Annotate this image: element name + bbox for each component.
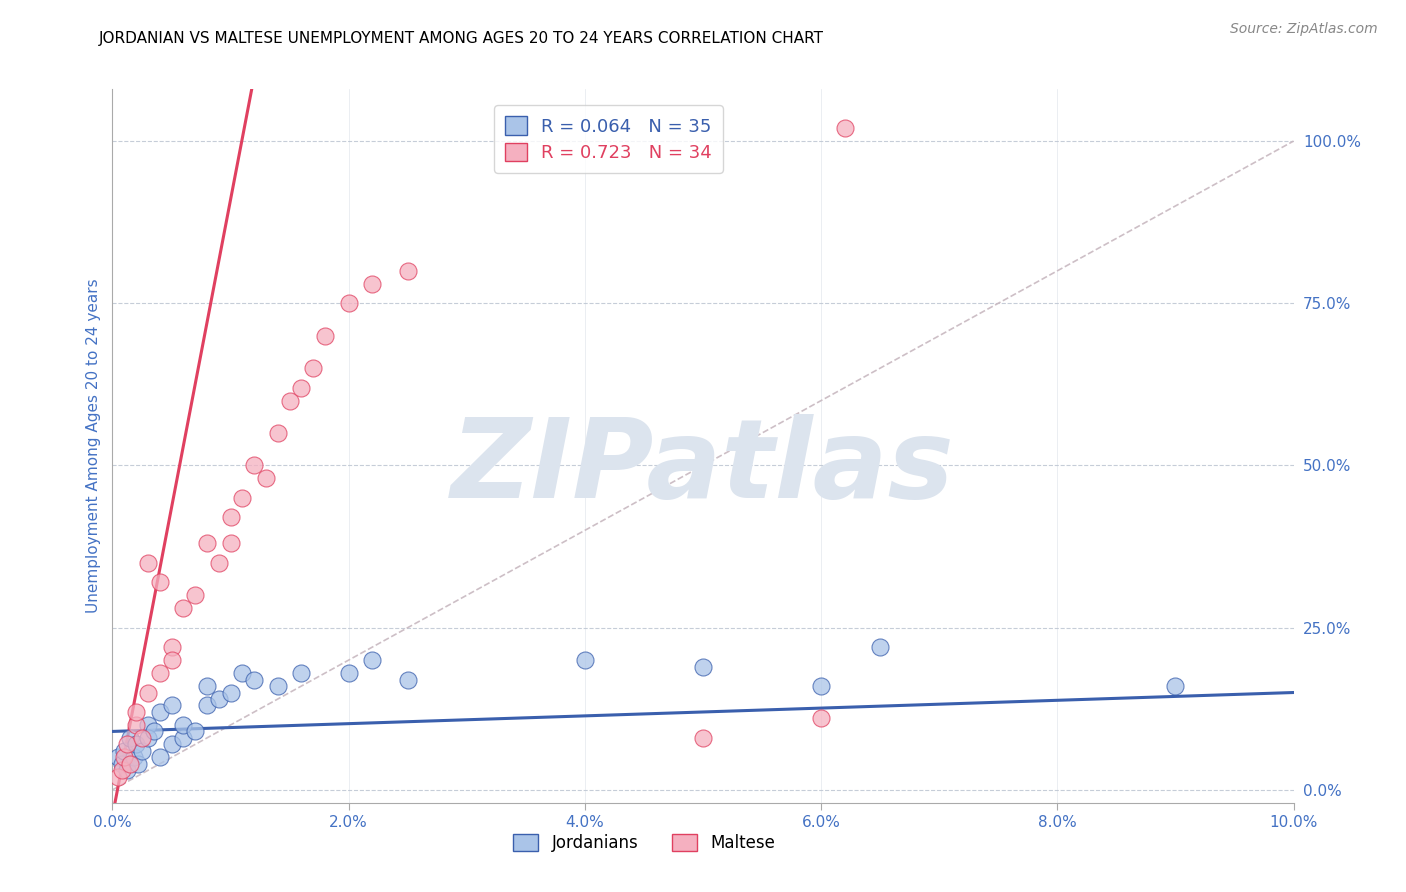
Point	[243, 458, 266, 473]
Text: Source: ZipAtlas.com: Source: ZipAtlas.com	[1230, 22, 1378, 37]
Point	[160, 640, 183, 654]
Point	[243, 673, 266, 687]
Point	[231, 491, 253, 505]
Point	[136, 685, 159, 699]
Point	[184, 588, 207, 602]
Point	[869, 640, 891, 654]
Point	[127, 756, 149, 771]
Point	[149, 705, 172, 719]
Point	[136, 718, 159, 732]
Point	[149, 575, 172, 590]
Point	[136, 731, 159, 745]
Point	[160, 698, 183, 713]
Point	[149, 750, 172, 764]
Point	[112, 744, 135, 758]
Point	[195, 679, 218, 693]
Point	[692, 731, 714, 745]
Point	[810, 711, 832, 725]
Point	[267, 679, 290, 693]
Point	[302, 361, 325, 376]
Point	[290, 381, 312, 395]
Point	[131, 744, 153, 758]
Point	[208, 692, 231, 706]
Point	[361, 653, 384, 667]
Point	[131, 731, 153, 745]
Text: ZIPatlas: ZIPatlas	[451, 414, 955, 521]
Point	[208, 556, 231, 570]
Point	[290, 666, 312, 681]
Point	[125, 705, 148, 719]
Point	[122, 750, 145, 764]
Legend: Jordanians, Maltese: Jordanians, Maltese	[506, 827, 782, 859]
Y-axis label: Unemployment Among Ages 20 to 24 years: Unemployment Among Ages 20 to 24 years	[86, 278, 101, 614]
Point	[172, 601, 194, 615]
Point	[219, 536, 242, 550]
Point	[314, 328, 336, 343]
Point	[278, 393, 301, 408]
Point	[160, 653, 183, 667]
Point	[107, 750, 129, 764]
Point	[337, 666, 360, 681]
Point	[337, 296, 360, 310]
Point	[219, 510, 242, 524]
Point	[125, 738, 148, 752]
Point	[574, 653, 596, 667]
Point	[172, 718, 194, 732]
Point	[142, 724, 165, 739]
Point	[361, 277, 384, 291]
Point	[149, 666, 172, 681]
Point	[125, 718, 148, 732]
Point	[254, 471, 277, 485]
Point	[396, 673, 419, 687]
Point	[231, 666, 253, 681]
Point	[219, 685, 242, 699]
Point	[810, 679, 832, 693]
Text: JORDANIAN VS MALTESE UNEMPLOYMENT AMONG AGES 20 TO 24 YEARS CORRELATION CHART: JORDANIAN VS MALTESE UNEMPLOYMENT AMONG …	[98, 31, 824, 46]
Point	[136, 556, 159, 570]
Point	[160, 738, 183, 752]
Point	[111, 764, 134, 778]
Point	[112, 750, 135, 764]
Point	[120, 756, 142, 771]
Point	[396, 264, 419, 278]
Point	[120, 731, 142, 745]
Point	[115, 764, 138, 778]
Point	[115, 738, 138, 752]
Point	[111, 756, 134, 771]
Point	[834, 121, 856, 136]
Point	[267, 425, 290, 440]
Point	[692, 659, 714, 673]
Point	[107, 770, 129, 784]
Point	[172, 731, 194, 745]
Point	[195, 536, 218, 550]
Point	[195, 698, 218, 713]
Point	[1164, 679, 1187, 693]
Point	[184, 724, 207, 739]
